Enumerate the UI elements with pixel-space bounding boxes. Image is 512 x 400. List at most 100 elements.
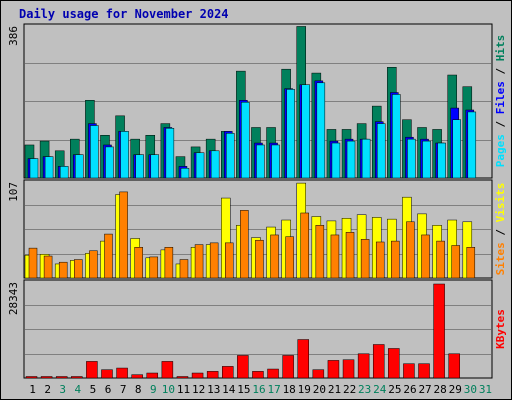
kbytes-bar (71, 376, 83, 379)
day-label: 17 (267, 383, 280, 396)
sites-bar (270, 234, 279, 279)
kbytes-bar (327, 360, 340, 379)
kbytes-bar (131, 374, 143, 379)
day-label: 31 (479, 383, 492, 396)
kbytes-bar (252, 371, 264, 379)
pages-bar (29, 158, 39, 179)
pages-bar (150, 154, 160, 179)
kbytes-bar (433, 283, 445, 379)
kbytes-bar (161, 361, 174, 379)
legend-separator: / (494, 222, 507, 242)
sites-bar (466, 247, 476, 279)
pages-bar (226, 133, 235, 179)
day-label: 25 (388, 383, 401, 396)
day-label: 11 (177, 383, 190, 396)
pages-bar (120, 131, 129, 179)
kbytes-bar (116, 367, 128, 379)
day-label: 20 (313, 383, 326, 396)
kbytes-bar (312, 369, 325, 379)
pages-bar (422, 140, 431, 179)
sites-bar (164, 247, 174, 279)
pages-bar (452, 119, 461, 179)
kbytes-bar (206, 371, 219, 379)
day-label: 9 (150, 383, 157, 396)
day-label: 27 (418, 383, 431, 396)
day-label: 29 (449, 383, 462, 396)
legend-files: Files (494, 81, 507, 114)
kbytes-bar (237, 355, 249, 379)
pages-bar (256, 144, 265, 179)
day-label: 14 (222, 383, 236, 396)
legend-separator: / (494, 114, 507, 134)
sites-bar (74, 259, 83, 279)
kbytes-bar (222, 366, 234, 379)
legend-panel-3: KBytes (494, 309, 507, 349)
sites-bar (119, 191, 128, 279)
pages-bar (210, 150, 220, 179)
sites-bar (391, 240, 400, 279)
day-label: 2 (44, 383, 51, 396)
kbytes-bar (372, 344, 385, 379)
sites-bar (330, 234, 340, 279)
sites-bar (149, 256, 159, 279)
kbytes-bar (25, 376, 38, 379)
sites-bar (43, 255, 53, 279)
kbytes-bar (342, 359, 355, 379)
day-label: 30 (464, 383, 477, 396)
kbytes-bar (55, 376, 68, 379)
kbytes-bar (418, 363, 430, 379)
kbytes-bar (191, 372, 204, 379)
pages-bar (135, 154, 144, 179)
sites-bar (315, 225, 325, 279)
pages-bar (331, 142, 341, 179)
day-label: 3 (59, 383, 66, 396)
kbytes-bar (388, 348, 400, 379)
sites-bar (58, 261, 68, 279)
day-label: 8 (135, 383, 142, 396)
legend-sites: Sites (494, 242, 507, 275)
pages-bar (467, 111, 477, 179)
day-label: 19 (298, 383, 311, 396)
y-axis-max-label: 28343 (7, 282, 20, 315)
y-axis-max-label: 386 (7, 26, 20, 46)
sites-bar (300, 212, 309, 279)
day-label: 18 (283, 383, 296, 396)
pages-bar (286, 89, 295, 179)
kbytes-bar (267, 368, 279, 379)
sites-bar (436, 240, 445, 279)
legend-panel-1: Pages / Files / Hits (494, 35, 507, 168)
day-label: 4 (75, 383, 82, 396)
sites-bar (406, 221, 415, 279)
kbytes-bar (297, 339, 309, 379)
kbytes-bar (101, 369, 113, 379)
day-label: 21 (328, 383, 341, 396)
day-label: 12 (192, 383, 205, 396)
legend-hits: Hits (494, 35, 507, 62)
pages-bar (75, 154, 84, 179)
sites-bar (104, 233, 113, 279)
kbytes-bar (403, 363, 415, 379)
pages-bar (195, 152, 205, 179)
y-axis-max-label: 107 (7, 182, 20, 202)
pages-bar (392, 94, 401, 179)
legend-separator: / (494, 61, 507, 81)
day-label: 13 (207, 383, 220, 396)
day-label: 22 (343, 383, 356, 396)
pages-bar (241, 101, 250, 179)
day-label: 23 (358, 383, 371, 396)
pages-bar (316, 82, 326, 179)
day-label: 10 (162, 383, 175, 396)
pages-bar (105, 146, 114, 179)
sites-bar (209, 242, 219, 279)
pages-bar (346, 140, 356, 179)
sites-bar (360, 239, 370, 279)
sites-bar (240, 210, 249, 279)
sites-bar (89, 250, 98, 279)
kbytes-bar (86, 361, 98, 379)
pages-bar (59, 166, 69, 179)
pages-bar (376, 123, 386, 179)
pages-bar (165, 128, 175, 179)
legend-panel-2: Sites / Visits (494, 183, 507, 276)
pages-bar (407, 138, 416, 179)
